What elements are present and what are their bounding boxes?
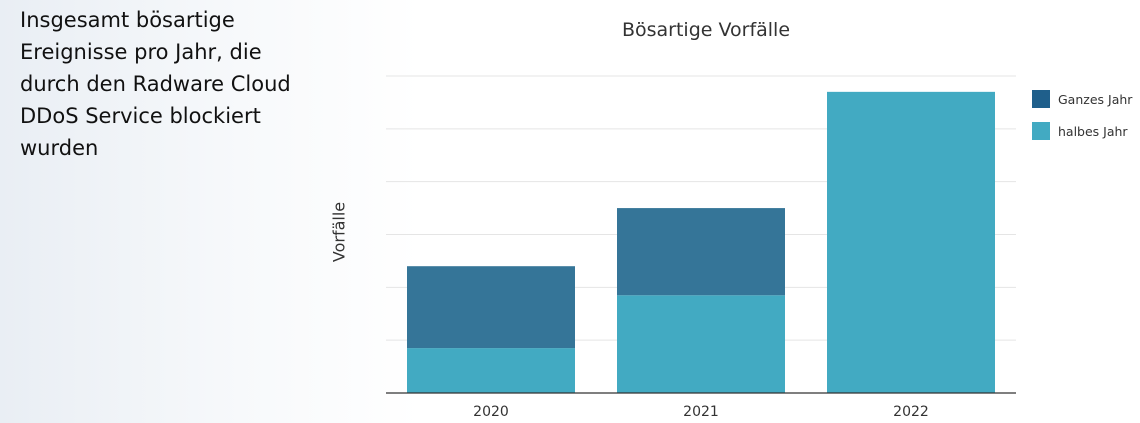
chart-legend: Ganzes Jahr halbes Jahr bbox=[1032, 89, 1132, 153]
bar-2022-halbes-jahr bbox=[827, 91, 995, 393]
chart-title: Bösartige Vorfälle bbox=[621, 19, 791, 41]
bar-2021-halbes-jahr bbox=[617, 295, 785, 393]
legend-swatch bbox=[1032, 90, 1050, 108]
description-text: Insgesamt bösartige Ereignisse pro Jahr,… bbox=[20, 8, 291, 160]
bar-2021-ganzes-jahr bbox=[617, 208, 785, 296]
bar-2020-halbes-jahr bbox=[407, 348, 575, 393]
legend-item: halbes Jahr bbox=[1032, 121, 1132, 141]
x-tick-label: 2022 bbox=[893, 404, 929, 420]
legend-label: Ganzes Jahr bbox=[1058, 91, 1133, 107]
legend-item: Ganzes Jahr bbox=[1032, 89, 1132, 109]
x-tick-label: 2021 bbox=[683, 404, 719, 420]
legend-label: halbes Jahr bbox=[1058, 123, 1128, 139]
x-tick-label: 2020 bbox=[473, 404, 509, 420]
legend-swatch bbox=[1032, 122, 1050, 140]
bar-2020-ganzes-jahr bbox=[407, 266, 575, 349]
